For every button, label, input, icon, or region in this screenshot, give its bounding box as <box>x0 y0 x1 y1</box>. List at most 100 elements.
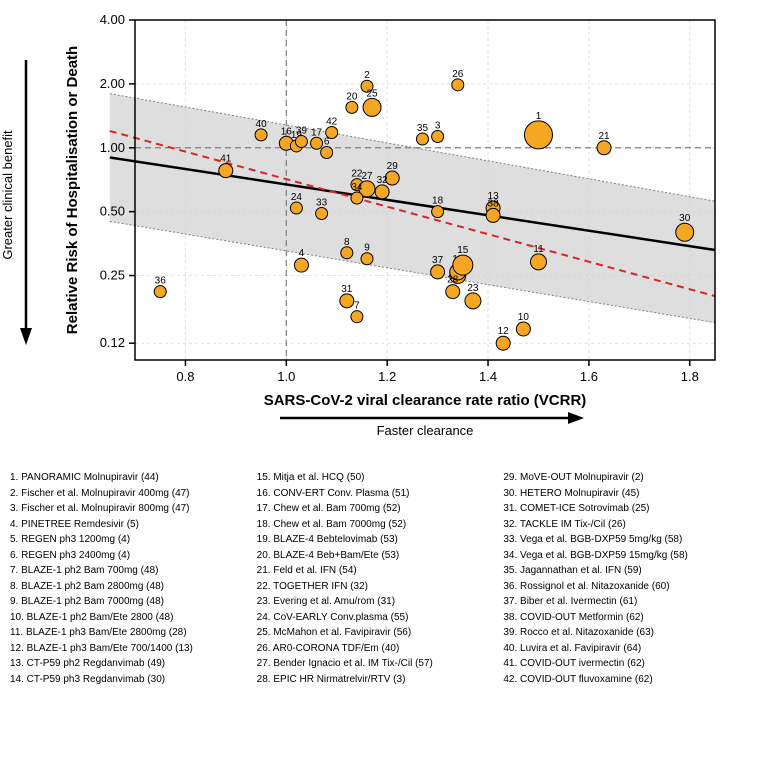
svg-text:1.8: 1.8 <box>681 369 699 384</box>
point-label-41: 41 <box>220 154 232 165</box>
legend-item: 17. Chew et al. Bam 700mg (52) <box>257 501 496 517</box>
point-label-9: 9 <box>364 243 370 254</box>
point-label-34: 34 <box>351 182 363 193</box>
point-label-18: 18 <box>432 196 444 207</box>
point-24 <box>290 202 302 214</box>
legend-item: 5. REGEN ph3 1200mg (4) <box>10 532 249 548</box>
svg-text:0.25: 0.25 <box>100 268 125 283</box>
svg-text:0.50: 0.50 <box>100 204 125 219</box>
legend-item: 11. BLAZE-1 ph3 Bam/Ete 2800mg (28) <box>10 625 249 641</box>
legend-item: 40. Luvira et al. Favipiravir (64) <box>503 641 742 657</box>
legend-item: 20. BLAZE-4 Beb+Bam/Ete (53) <box>257 548 496 564</box>
legend-item: 15. Mitja et al. HCQ (50) <box>257 470 496 486</box>
point-label-21: 21 <box>598 131 610 142</box>
legend: 1. PANORAMIC Molnupiravir (44)2. Fischer… <box>10 470 750 750</box>
point-label-42: 42 <box>326 117 338 128</box>
point-label-38: 38 <box>488 198 500 209</box>
point-37 <box>431 265 445 279</box>
legend-item: 22. TOGETHER IFN (32) <box>257 579 496 595</box>
point-35 <box>416 133 428 145</box>
point-label-10: 10 <box>518 312 530 323</box>
legend-item: 28. EPIC HR Nirmatrelvir/RTV (3) <box>257 672 496 688</box>
legend-item: 42. COVID-OUT fluvoxamine (62) <box>503 672 742 688</box>
svg-text:0.12: 0.12 <box>100 335 125 350</box>
point-26 <box>452 79 464 91</box>
point-6 <box>321 147 333 159</box>
point-label-24: 24 <box>291 192 303 203</box>
point-17 <box>311 137 323 149</box>
point-label-7: 7 <box>354 301 360 312</box>
legend-item: 1. PANORAMIC Molnupiravir (44) <box>10 470 249 486</box>
legend-item: 26. AR0-CORONA TDF/Em (40) <box>257 641 496 657</box>
legend-item: 13. CT-P59 ph2 Regdanvimab (49) <box>10 656 249 672</box>
legend-item: 21. Feld et al. IFN (54) <box>257 563 496 579</box>
point-42 <box>326 127 338 139</box>
point-41 <box>219 164 233 178</box>
point-39 <box>295 136 307 148</box>
point-31 <box>340 294 354 308</box>
point-33 <box>316 208 328 220</box>
legend-item: 6. REGEN ph3 2400mg (4) <box>10 548 249 564</box>
point-label-20: 20 <box>346 91 358 102</box>
legend-item: 4. PINETREE Remdesivir (5) <box>10 517 249 533</box>
legend-item: 19. BLAZE-4 Bebtelovimab (53) <box>257 532 496 548</box>
point-11 <box>530 254 546 270</box>
legend-item: 14. CT-P59 ph3 Regdanvimab (30) <box>10 672 249 688</box>
point-18 <box>432 206 444 218</box>
legend-item: 33. Vega et al. BGB-DXP59 5mg/kg (58) <box>503 532 742 548</box>
legend-item: 3. Fischer et al. Molnupiravir 800mg (47… <box>10 501 249 517</box>
legend-item: 8. BLAZE-1 ph2 Bam 2800mg (48) <box>10 579 249 595</box>
x-arrow-label: Faster clearance <box>377 423 474 438</box>
y-arrow-label: Greater clinical benefit <box>0 130 15 260</box>
legend-item: 35. Jagannathan et al. IFN (59) <box>503 563 742 579</box>
svg-text:2.00: 2.00 <box>100 76 125 91</box>
point-12 <box>496 336 510 350</box>
point-40 <box>255 129 267 141</box>
legend-item: 39. Rocco et al. Nitazoxanide (63) <box>503 625 742 641</box>
point-label-40: 40 <box>256 119 268 130</box>
point-3 <box>432 131 444 143</box>
point-25 <box>363 98 381 116</box>
y-axis-label: Relative Risk of Hospitalisation or Deat… <box>64 46 81 334</box>
point-23 <box>465 293 481 309</box>
point-label-15: 15 <box>457 245 469 256</box>
legend-item: 29. MoVE-OUT Molnupiravir (2) <box>503 470 742 486</box>
point-8 <box>341 247 353 259</box>
point-34 <box>351 192 363 204</box>
point-label-35: 35 <box>417 123 429 134</box>
legend-item: 27. Bender Ignacio et al. IM Tix-/Cil (5… <box>257 656 496 672</box>
point-label-27: 27 <box>361 171 373 182</box>
x-axis-label: SARS-CoV-2 viral clearance rate ratio (V… <box>264 392 587 409</box>
scatter-chart: 1234567891011121314151617181920212223242… <box>35 0 755 440</box>
legend-item: 36. Rossignol et al. Nitazoxanide (60) <box>503 579 742 595</box>
point-10 <box>516 322 530 336</box>
svg-text:1.00: 1.00 <box>100 140 125 155</box>
legend-item: 25. McMahon et al. Favipiravir (56) <box>257 625 496 641</box>
svg-text:4.00: 4.00 <box>100 12 125 27</box>
svg-text:1.0: 1.0 <box>277 369 295 384</box>
legend-item: 30. HETERO Molnupiravir (45) <box>503 486 742 502</box>
point-label-3: 3 <box>435 121 441 132</box>
legend-item: 12. BLAZE-1 ph3 Bam/Ete 700/1400 (13) <box>10 641 249 657</box>
legend-item: 23. Evering et al. Amu/rom (31) <box>257 594 496 610</box>
point-label-26: 26 <box>452 69 464 80</box>
legend-item: 31. COMET-ICE Sotrovimab (25) <box>503 501 742 517</box>
point-9 <box>361 253 373 265</box>
svg-text:1.2: 1.2 <box>378 369 396 384</box>
svg-text:1.6: 1.6 <box>580 369 598 384</box>
y-axis-benefit-arrow: Greater clinical benefit <box>0 40 35 350</box>
legend-item: 38. COVID-OUT Metformin (62) <box>503 610 742 626</box>
legend-item: 18. Chew et al. Bam 7000mg (52) <box>257 517 496 533</box>
svg-text:1.4: 1.4 <box>479 369 497 384</box>
legend-item: 9. BLAZE-1 ph2 Bam 7000mg (48) <box>10 594 249 610</box>
legend-item: 41. COVID-OUT ivermectin (62) <box>503 656 742 672</box>
point-7 <box>351 311 363 323</box>
point-label-4: 4 <box>299 248 305 259</box>
point-28 <box>446 285 460 299</box>
point-label-30: 30 <box>679 213 691 224</box>
point-label-29: 29 <box>387 161 399 172</box>
point-15 <box>453 255 473 275</box>
point-label-11: 11 <box>533 244 544 255</box>
point-label-37: 37 <box>432 255 444 266</box>
point-label-2: 2 <box>364 70 370 81</box>
